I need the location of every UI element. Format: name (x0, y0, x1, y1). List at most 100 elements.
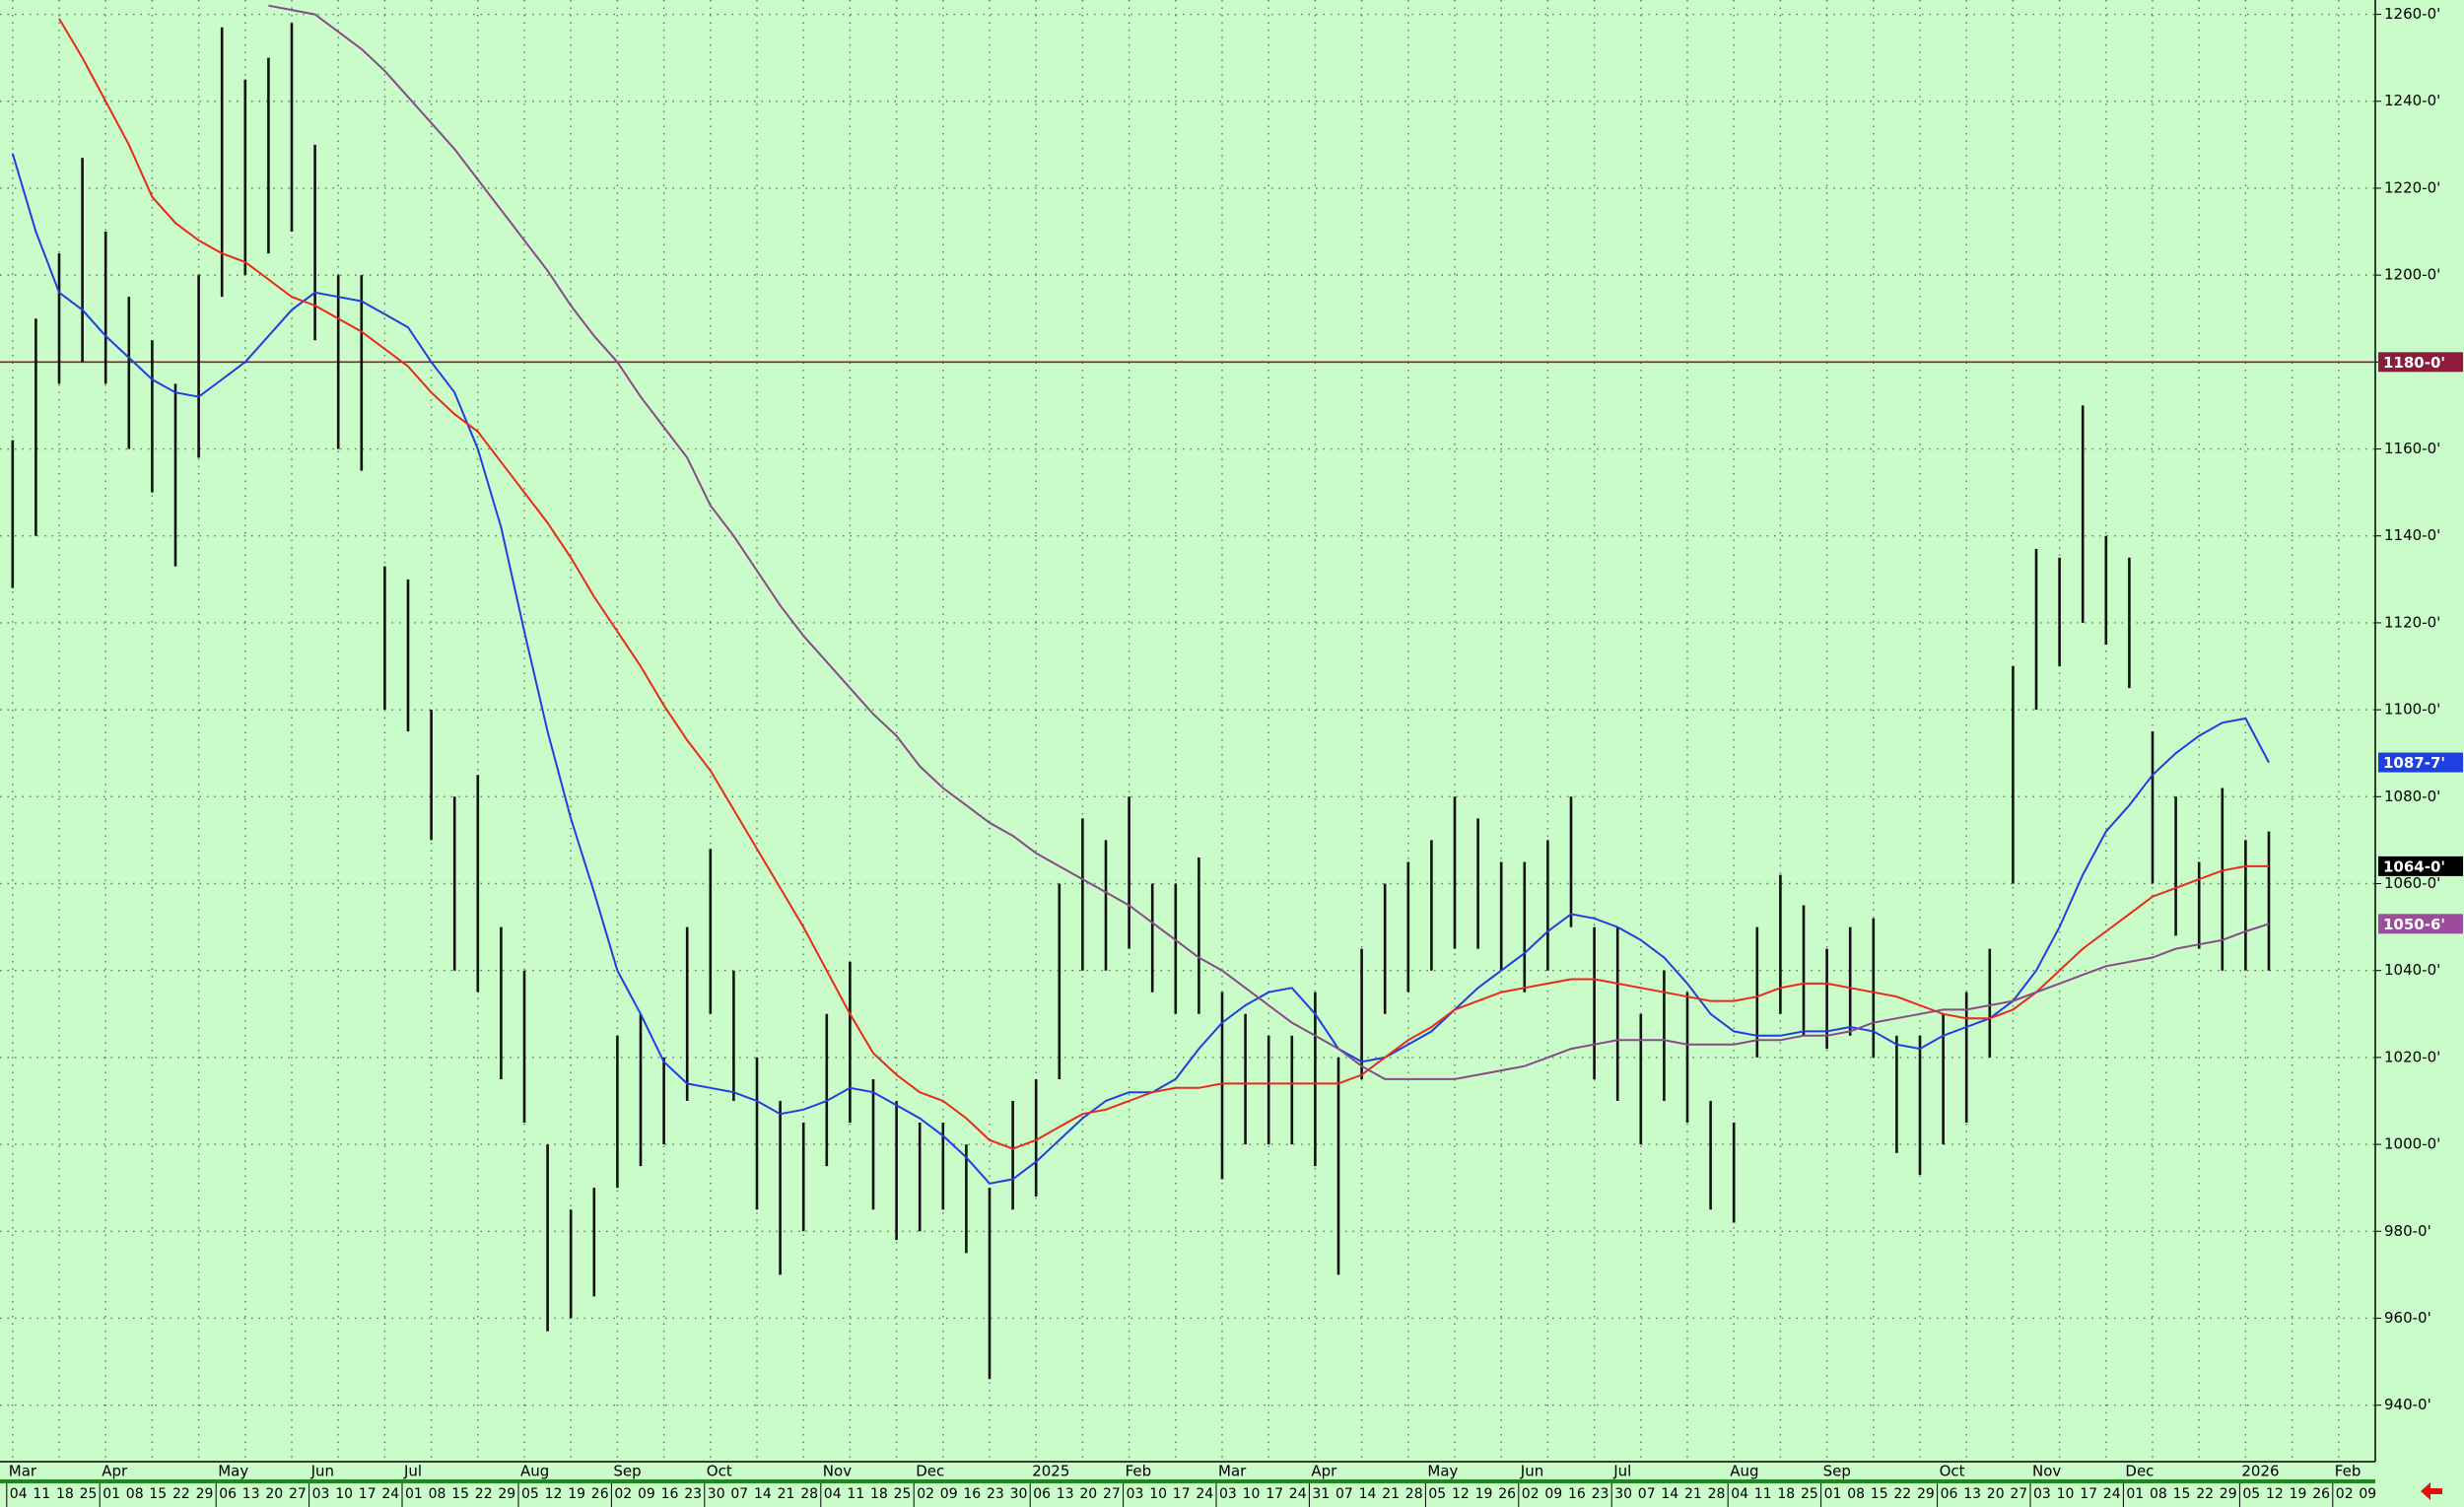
x-tick-label: 08 (126, 1486, 144, 1502)
x-tick-label: 05 (2242, 1486, 2260, 1502)
x-tick-label: 07 (730, 1486, 748, 1502)
y-tick-label: 1060-0' (2384, 874, 2440, 892)
x-tick-label: 13 (242, 1486, 260, 1502)
price-tag (2378, 752, 2463, 773)
x-tick-label: 16 (963, 1486, 981, 1502)
x-tick-label: 12 (545, 1486, 563, 1502)
month-label: Aug (520, 1463, 549, 1480)
month-label: Nov (823, 1463, 852, 1480)
x-tick-label: 24 (1289, 1486, 1307, 1502)
x-tick-label: 31 (1312, 1486, 1330, 1502)
x-tick-label: 19 (1475, 1486, 1493, 1502)
moving-average (11, 153, 2270, 1185)
y-tick-label: 940-0' (2384, 1396, 2431, 1413)
y-tick-label: 1240-0' (2384, 92, 2440, 109)
price-tag-label: 1087-7' (2383, 754, 2445, 772)
price-tag (2378, 856, 2463, 876)
x-tick-label: 16 (1568, 1486, 1586, 1502)
x-tick-label: 11 (33, 1486, 50, 1502)
month-label: Apr (102, 1463, 128, 1480)
x-tick-label: 24 (381, 1486, 399, 1502)
y-tick-label: 1260-0' (2384, 5, 2440, 23)
x-tick-label: 24 (2103, 1486, 2121, 1502)
month-label: Apr (1311, 1463, 1337, 1480)
x-tick-label: 15 (1871, 1486, 1888, 1502)
x-tick-label: 01 (1824, 1486, 1842, 1502)
moving-average (58, 18, 2269, 1150)
x-tick-label: 14 (754, 1486, 772, 1502)
x-tick-label: 18 (1777, 1486, 1795, 1502)
price-tag (2378, 914, 2463, 934)
month-label: Jul (403, 1463, 422, 1480)
x-tick-label: 04 (1731, 1486, 1748, 1502)
x-tick-label: 26 (591, 1486, 609, 1502)
x-tick-label: 23 (987, 1486, 1004, 1502)
x-tick-label: 06 (219, 1486, 237, 1502)
month-label: Dec (2125, 1463, 2154, 1480)
x-tick-label: 15 (149, 1486, 167, 1502)
x-tick-label: 12 (1452, 1486, 1470, 1502)
x-tick-label: 16 (661, 1486, 679, 1502)
x-tick-label: 02 (2336, 1486, 2354, 1502)
x-tick-label: 21 (778, 1486, 795, 1502)
x-tick-label: 29 (2220, 1486, 2237, 1502)
x-tick-label: 30 (708, 1486, 725, 1502)
month-label: 2026 (2241, 1463, 2279, 1480)
x-tick-label: 20 (1079, 1486, 1097, 1502)
y-tick-label: 1020-0' (2384, 1048, 2440, 1065)
x-tick-label: 18 (56, 1486, 74, 1502)
month-label: Aug (1730, 1463, 1758, 1480)
month-label: Sep (1823, 1463, 1851, 1480)
month-label: Feb (1126, 1463, 1152, 1480)
x-tick-label: 30 (1614, 1486, 1632, 1502)
x-tick-label: 27 (1103, 1486, 1121, 1502)
x-tick-label: 09 (638, 1486, 655, 1502)
x-tick-label: 15 (451, 1486, 469, 1502)
x-tick-label: 02 (917, 1486, 934, 1502)
month-label: May (218, 1463, 248, 1480)
month-label: Jun (1520, 1463, 1543, 1480)
x-tick-label: 17 (1266, 1486, 1283, 1502)
x-tick-label: 28 (1405, 1486, 1423, 1502)
x-tick-label: 25 (1801, 1486, 1818, 1502)
x-tick-label: 07 (1335, 1486, 1353, 1502)
x-tick-label: 01 (405, 1486, 423, 1502)
x-tick-label: 08 (2150, 1486, 2167, 1502)
y-tick-label: 1000-0' (2384, 1135, 2440, 1153)
x-tick-label: 25 (80, 1486, 98, 1502)
month-label: Jun (310, 1463, 334, 1480)
x-tick-label: 03 (1127, 1486, 1144, 1502)
x-tick-label: 10 (1149, 1486, 1167, 1502)
y-tick-label: 1100-0' (2384, 701, 2440, 719)
x-tick-label: 02 (614, 1486, 632, 1502)
x-tick-label: 09 (2359, 1486, 2376, 1502)
x-tick-label: 06 (1033, 1486, 1051, 1502)
x-tick-label: 28 (800, 1486, 818, 1502)
x-tick-label: 05 (1428, 1486, 1446, 1502)
x-tick-label: 17 (359, 1486, 376, 1502)
x-tick-label: 29 (498, 1486, 515, 1502)
month-label: Sep (613, 1463, 641, 1480)
x-tick-label: 02 (1522, 1486, 1540, 1502)
x-tick-label: 09 (1544, 1486, 1562, 1502)
x-tick-label: 04 (10, 1486, 28, 1502)
x-tick-label: 13 (1963, 1486, 1981, 1502)
month-label: Jul (1612, 1463, 1631, 1480)
month-label: Oct (1940, 1463, 1965, 1480)
x-tick-label: 14 (1359, 1486, 1377, 1502)
x-tick-label: 04 (824, 1486, 842, 1502)
x-tick-label: 30 (1010, 1486, 1028, 1502)
price-tag-label: 1180-0' (2383, 354, 2445, 372)
x-tick-label: 29 (196, 1486, 214, 1502)
scroll-arrow[interactable] (2421, 1482, 2442, 1500)
y-tick-label: 1220-0' (2384, 178, 2440, 196)
x-tick-label: 23 (1592, 1486, 1609, 1502)
y-tick-label: 960-0' (2384, 1309, 2431, 1327)
x-tick-label: 21 (1684, 1486, 1702, 1502)
x-tick-label: 22 (475, 1486, 493, 1502)
x-tick-label: 06 (1941, 1486, 1958, 1502)
x-tick-label: 25 (894, 1486, 912, 1502)
